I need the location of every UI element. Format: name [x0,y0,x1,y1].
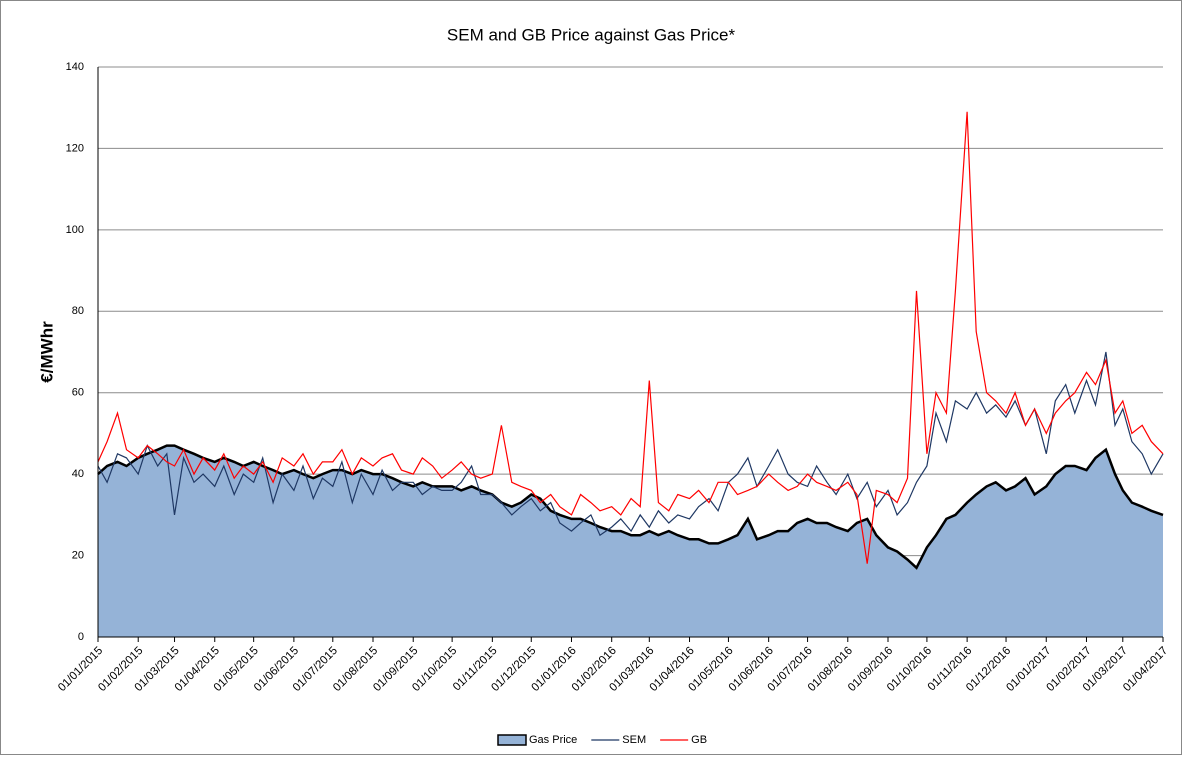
y-tick-label: 120 [66,142,84,154]
y-tick-label: 0 [78,631,84,643]
legend-label: SEM [622,734,646,746]
chart-title: SEM and GB Price against Gas Price* [447,25,736,44]
line [97,111,1164,564]
line [97,444,1164,570]
line [97,351,1164,537]
y-tick-label: 80 [72,305,84,317]
area [98,445,1163,637]
y-tick-label: 60 [72,387,84,399]
legend-label: GB [691,734,707,746]
y-axis-label: €/MWhr [37,321,56,383]
y-tick-label: 20 [72,549,84,561]
y-tick-label: 40 [72,468,84,480]
y-tick-label: 140 [66,61,84,73]
y-tick-label: 100 [66,224,84,236]
legend-swatch [497,734,527,746]
legend-label: Gas Price [529,734,577,746]
